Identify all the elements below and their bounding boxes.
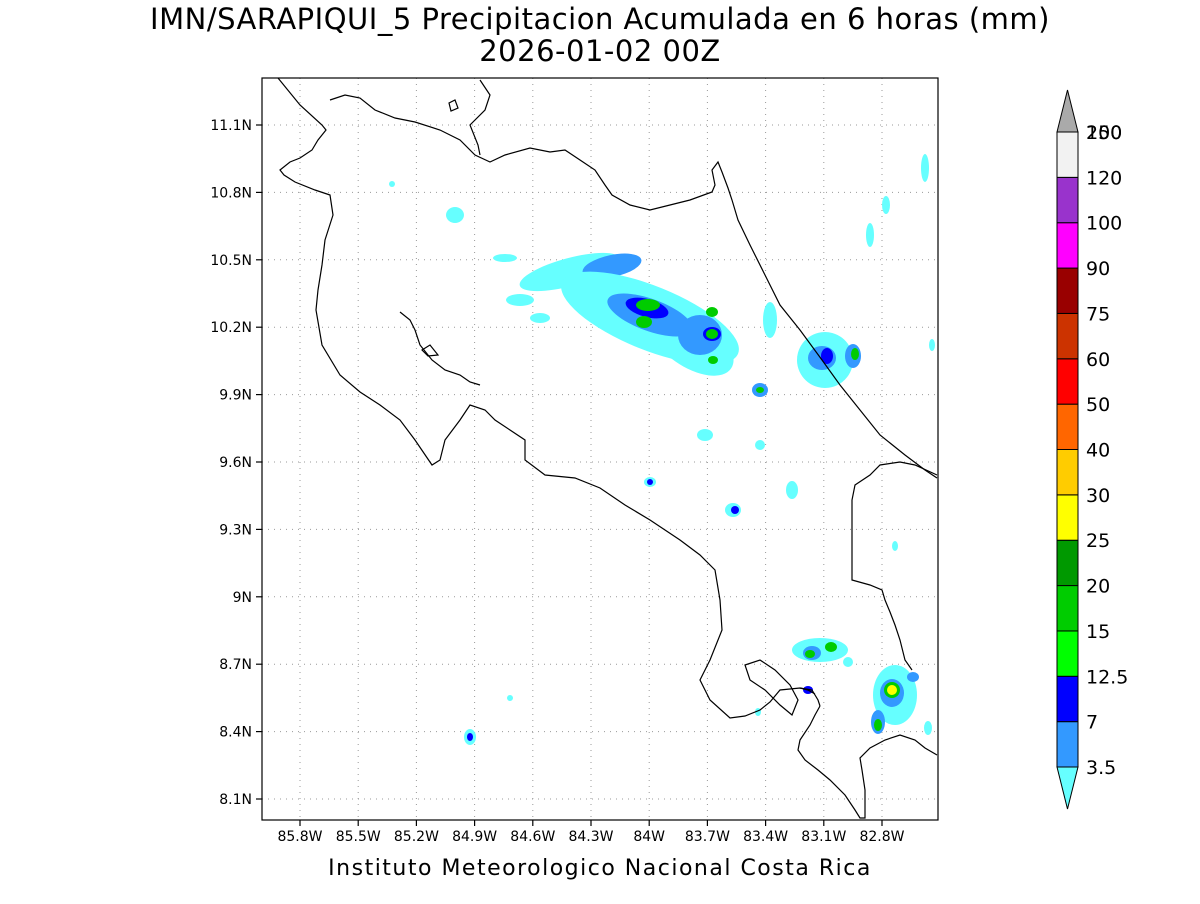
colorbar-label: 3.5 — [1086, 757, 1116, 779]
colorbar-swatch — [1056, 675, 1079, 723]
lon-tick-label: 84.6W — [510, 829, 555, 845]
lat-tick-label: 10.8N — [210, 185, 252, 201]
lat-tick-label: 11.1N — [210, 118, 252, 134]
lat-tick-label: 8.1N — [219, 792, 252, 808]
colorbar-label: 50 — [1086, 394, 1110, 416]
colorbar-swatch — [1056, 449, 1079, 496]
lat-tick-label: 9.3N — [219, 522, 252, 538]
lat-tick-label: 10.5N — [210, 253, 252, 269]
credit-footer: Instituto Meteorologico Nacional Costa R… — [328, 856, 872, 881]
colorbar-swatch — [1056, 721, 1079, 768]
colorbar-swatch — [1056, 176, 1079, 224]
colorbar-label: 200 — [1086, 122, 1122, 144]
colorbar-label: 7 — [1086, 712, 1098, 734]
lon-tick-label: 84.3W — [568, 829, 613, 845]
lon-tick-label: 84W — [633, 829, 665, 845]
colorbar-swatch — [1056, 494, 1079, 541]
colorbar-label: 40 — [1086, 440, 1110, 462]
colorbar-label: 100 — [1086, 213, 1122, 235]
colorbar-label: 30 — [1086, 485, 1110, 507]
colorbar-swatch — [1056, 312, 1079, 360]
lon-tick-label: 85.8W — [277, 829, 322, 845]
lat-tick-label: 8.4N — [219, 725, 252, 741]
map-frame — [261, 77, 939, 821]
colorbar-arrow-low — [1056, 766, 1079, 810]
colorbar-label: 15 — [1086, 621, 1110, 643]
colorbar-label: 25 — [1086, 530, 1110, 552]
lat-tick-label: 9.6N — [219, 455, 252, 471]
colorbar-swatch — [1056, 630, 1079, 677]
colorbar-label: 120 — [1086, 167, 1122, 189]
lon-tick-label: 82.8W — [859, 829, 904, 845]
colorbar-swatch — [1056, 267, 1079, 314]
lon-tick-label: 84.9W — [452, 829, 497, 845]
latitude-axis: 11.1N 10.8N 10.5N 10.2N 9.9N 9.6N 9.3N 9N 8.7N 8.… — [210, 118, 262, 808]
lat-tick-label: 9N — [233, 590, 252, 606]
colorbar-swatch — [1056, 222, 1079, 269]
lon-tick-label: 83.1W — [801, 829, 846, 845]
lat-tick-label: 10.2N — [210, 320, 252, 336]
colorbar-arrow-high — [1056, 89, 1079, 133]
lat-tick-label: 9.9N — [219, 388, 252, 404]
colorbar-swatch — [1056, 539, 1079, 587]
longitude-axis: 85.8W 85.5W 85.2W 84.9W 84.6W 84.3W 84W 83.7W 83… — [277, 820, 905, 845]
colorbar-label: 90 — [1086, 258, 1110, 280]
colorbar-swatch — [1056, 585, 1079, 632]
colorbar-swatch — [1056, 131, 1079, 178]
map-title: IMN/SARAPIQUI_5 Precipitacion Acumulada … — [150, 2, 1050, 36]
lon-tick-label: 83.7W — [685, 829, 730, 845]
colorbar-label: 150 — [1086, 122, 1122, 144]
colorbar-label: 20 — [1086, 576, 1110, 598]
precipitation-field — [389, 154, 935, 745]
colorbar-swatch — [1056, 358, 1079, 405]
map-subtitle-date: 2026-01-02 00Z — [479, 34, 721, 68]
coastline — [277, 77, 938, 819]
colorbar-swatch — [1056, 403, 1079, 450]
lon-tick-label: 85.5W — [336, 829, 381, 845]
lat-tick-label: 8.7N — [219, 657, 252, 673]
lon-tick-label: 83.4W — [743, 829, 788, 845]
colorbar-label: 75 — [1086, 303, 1110, 325]
map-gridlines — [262, 78, 938, 820]
lon-tick-label: 85.2W — [394, 829, 439, 845]
colorbar-label: 12.5 — [1086, 666, 1128, 688]
colorbar-label: 60 — [1086, 349, 1110, 371]
